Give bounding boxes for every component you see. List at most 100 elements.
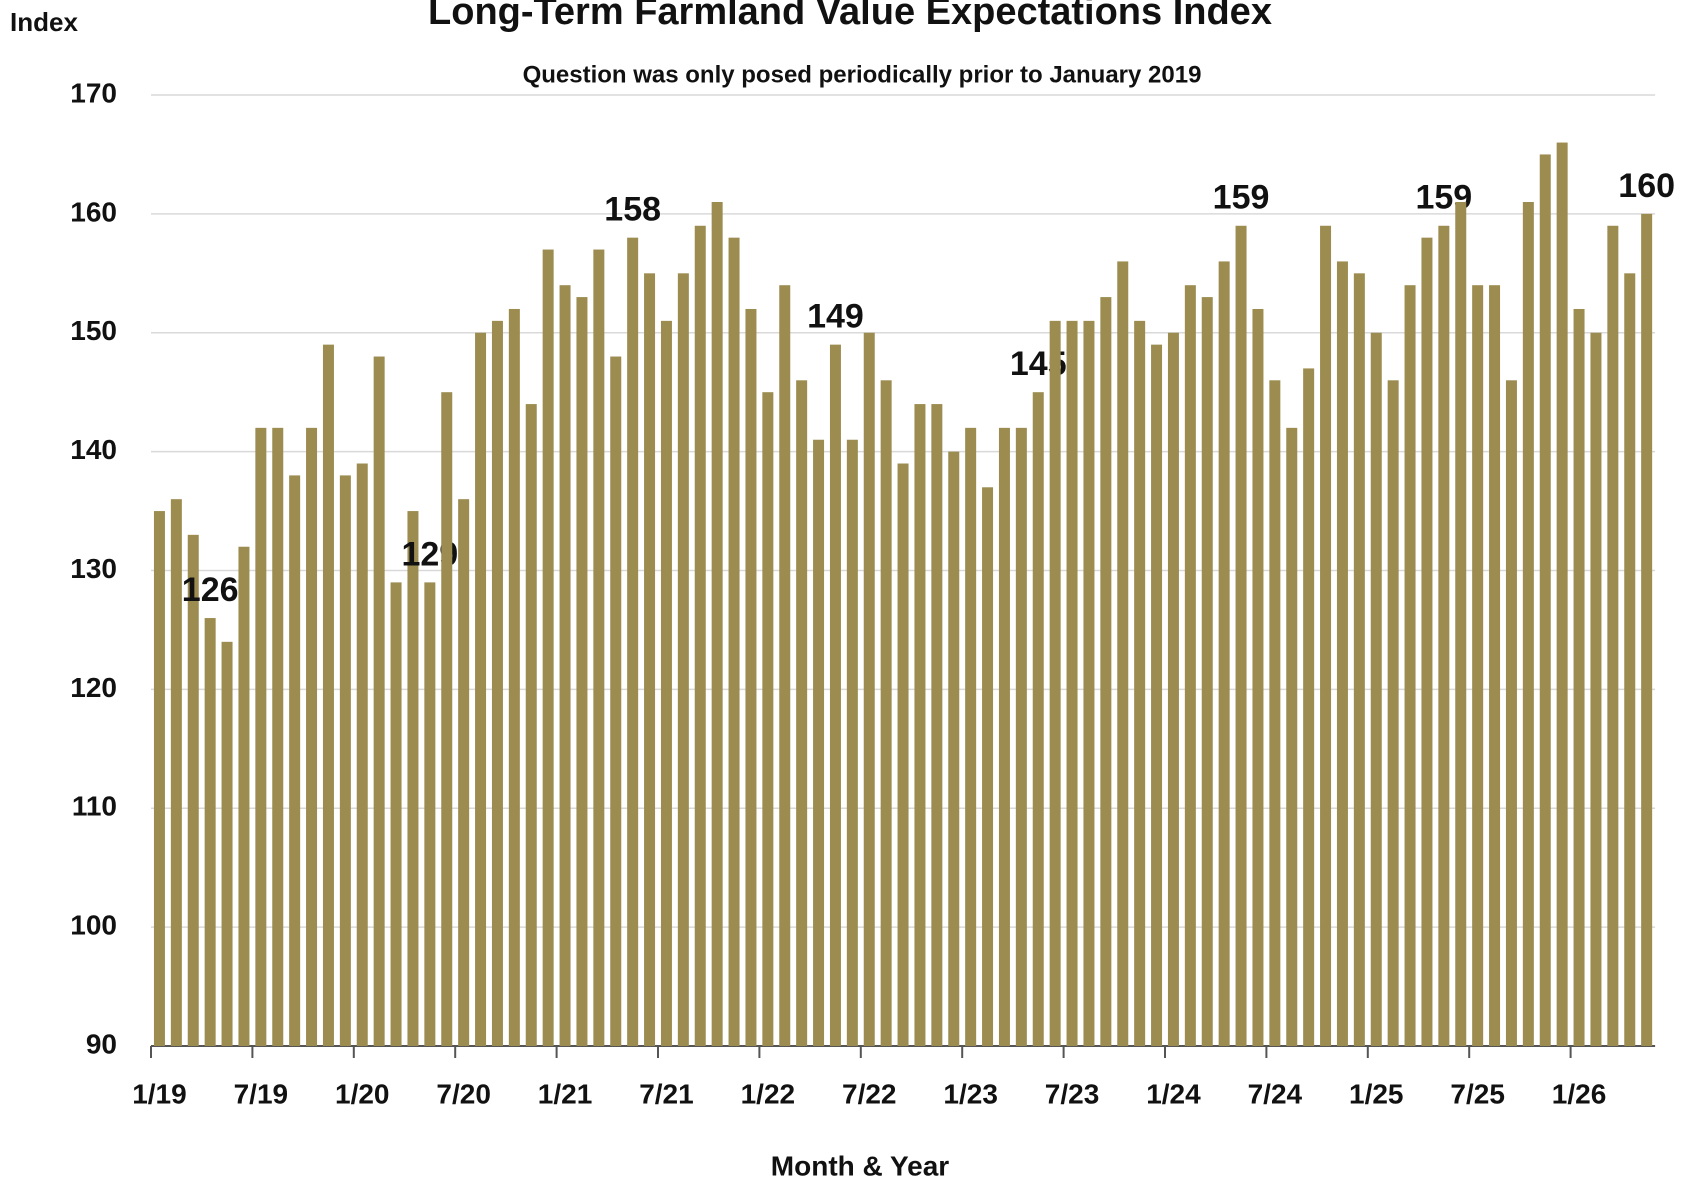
bar <box>1269 380 1280 1046</box>
bar <box>1540 154 1551 1046</box>
bar <box>678 273 689 1046</box>
y-tick-label: 90 <box>86 1028 117 1059</box>
bar <box>1472 285 1483 1046</box>
bar <box>391 582 402 1046</box>
bar <box>526 404 537 1046</box>
bar <box>1405 285 1416 1046</box>
bar <box>171 499 182 1046</box>
bar <box>1202 297 1213 1046</box>
chart: Long-Term Farmland Value Expectations In… <box>0 0 1697 1185</box>
bar <box>306 428 317 1046</box>
bar <box>407 511 418 1046</box>
bar <box>475 333 486 1046</box>
bar <box>1506 380 1517 1046</box>
bar <box>543 250 554 1046</box>
bar <box>627 238 638 1046</box>
chart-subtitle: Question was only posed periodically pri… <box>523 61 1202 88</box>
x-tick-label: 7/21 <box>639 1078 694 1109</box>
bar <box>154 511 165 1046</box>
bar <box>560 285 571 1046</box>
bar <box>864 333 875 1046</box>
bar <box>1185 285 1196 1046</box>
bar <box>357 464 368 1046</box>
bar <box>931 404 942 1046</box>
bar <box>1050 321 1061 1046</box>
bar <box>289 475 300 1046</box>
bar <box>323 345 334 1046</box>
bar <box>898 464 909 1046</box>
bar <box>796 380 807 1046</box>
bar <box>1134 321 1145 1046</box>
bar <box>1067 321 1078 1046</box>
x-tick-label: 7/19 <box>234 1078 289 1109</box>
bar <box>914 404 925 1046</box>
bar <box>1252 309 1263 1046</box>
x-tick-label: 1/25 <box>1349 1078 1404 1109</box>
bar <box>255 428 266 1046</box>
x-tick-label: 1/22 <box>741 1078 796 1109</box>
bar <box>881 380 892 1046</box>
bar <box>424 582 435 1046</box>
x-tick-label: 7/25 <box>1450 1078 1505 1109</box>
bar <box>1236 226 1247 1046</box>
x-tick-label: 7/24 <box>1248 1078 1303 1109</box>
bar <box>1438 226 1449 1046</box>
y-tick-label: 150 <box>70 315 117 346</box>
x-tick-label: 1/21 <box>538 1078 593 1109</box>
data-label: 126 <box>182 571 239 609</box>
data-label: 158 <box>604 191 661 229</box>
x-tick-label: 1/23 <box>943 1078 998 1109</box>
y-tick-label: 120 <box>70 672 117 703</box>
bar <box>1083 321 1094 1046</box>
x-axis-title: Month & Year <box>771 1150 950 1181</box>
bar <box>1117 261 1128 1046</box>
bar <box>1523 202 1534 1046</box>
bar <box>1286 428 1297 1046</box>
y-tick-label: 170 <box>70 77 117 108</box>
bar <box>1641 214 1652 1046</box>
bar <box>1455 202 1466 1046</box>
bar <box>1033 392 1044 1046</box>
bar <box>1354 273 1365 1046</box>
bar <box>847 440 858 1046</box>
bar <box>272 428 283 1046</box>
bar <box>779 285 790 1046</box>
bar <box>188 535 199 1046</box>
bar <box>1151 345 1162 1046</box>
x-tick-label: 7/22 <box>842 1078 897 1109</box>
bar <box>1168 333 1179 1046</box>
x-tick-label: 1/19 <box>132 1078 187 1109</box>
bar <box>610 357 621 1046</box>
bar <box>441 392 452 1046</box>
bar <box>1624 273 1635 1046</box>
bar <box>340 475 351 1046</box>
bar <box>1388 380 1399 1046</box>
bar <box>813 440 824 1046</box>
bar <box>948 452 959 1046</box>
bar <box>1590 333 1601 1046</box>
bar <box>999 428 1010 1046</box>
bar <box>745 309 756 1046</box>
y-tick-label: 140 <box>70 434 117 465</box>
data-label: 160 <box>1618 167 1675 205</box>
bar <box>205 618 216 1046</box>
bar <box>222 642 233 1046</box>
y-tick-label: 130 <box>70 553 117 584</box>
bar <box>458 499 469 1046</box>
y-tick-label: 100 <box>70 910 117 941</box>
bar <box>1337 261 1348 1046</box>
bar <box>762 392 773 1046</box>
bar <box>509 309 520 1046</box>
y-axis-title: Index <box>10 7 78 37</box>
bar <box>1371 333 1382 1046</box>
bar <box>492 321 503 1046</box>
data-label: 159 <box>1213 179 1270 217</box>
bar <box>965 428 976 1046</box>
bar <box>982 487 993 1046</box>
bar <box>712 202 723 1046</box>
bar <box>661 321 672 1046</box>
bar <box>1016 428 1027 1046</box>
bar <box>1219 261 1230 1046</box>
bar <box>644 273 655 1046</box>
bar <box>1574 309 1585 1046</box>
